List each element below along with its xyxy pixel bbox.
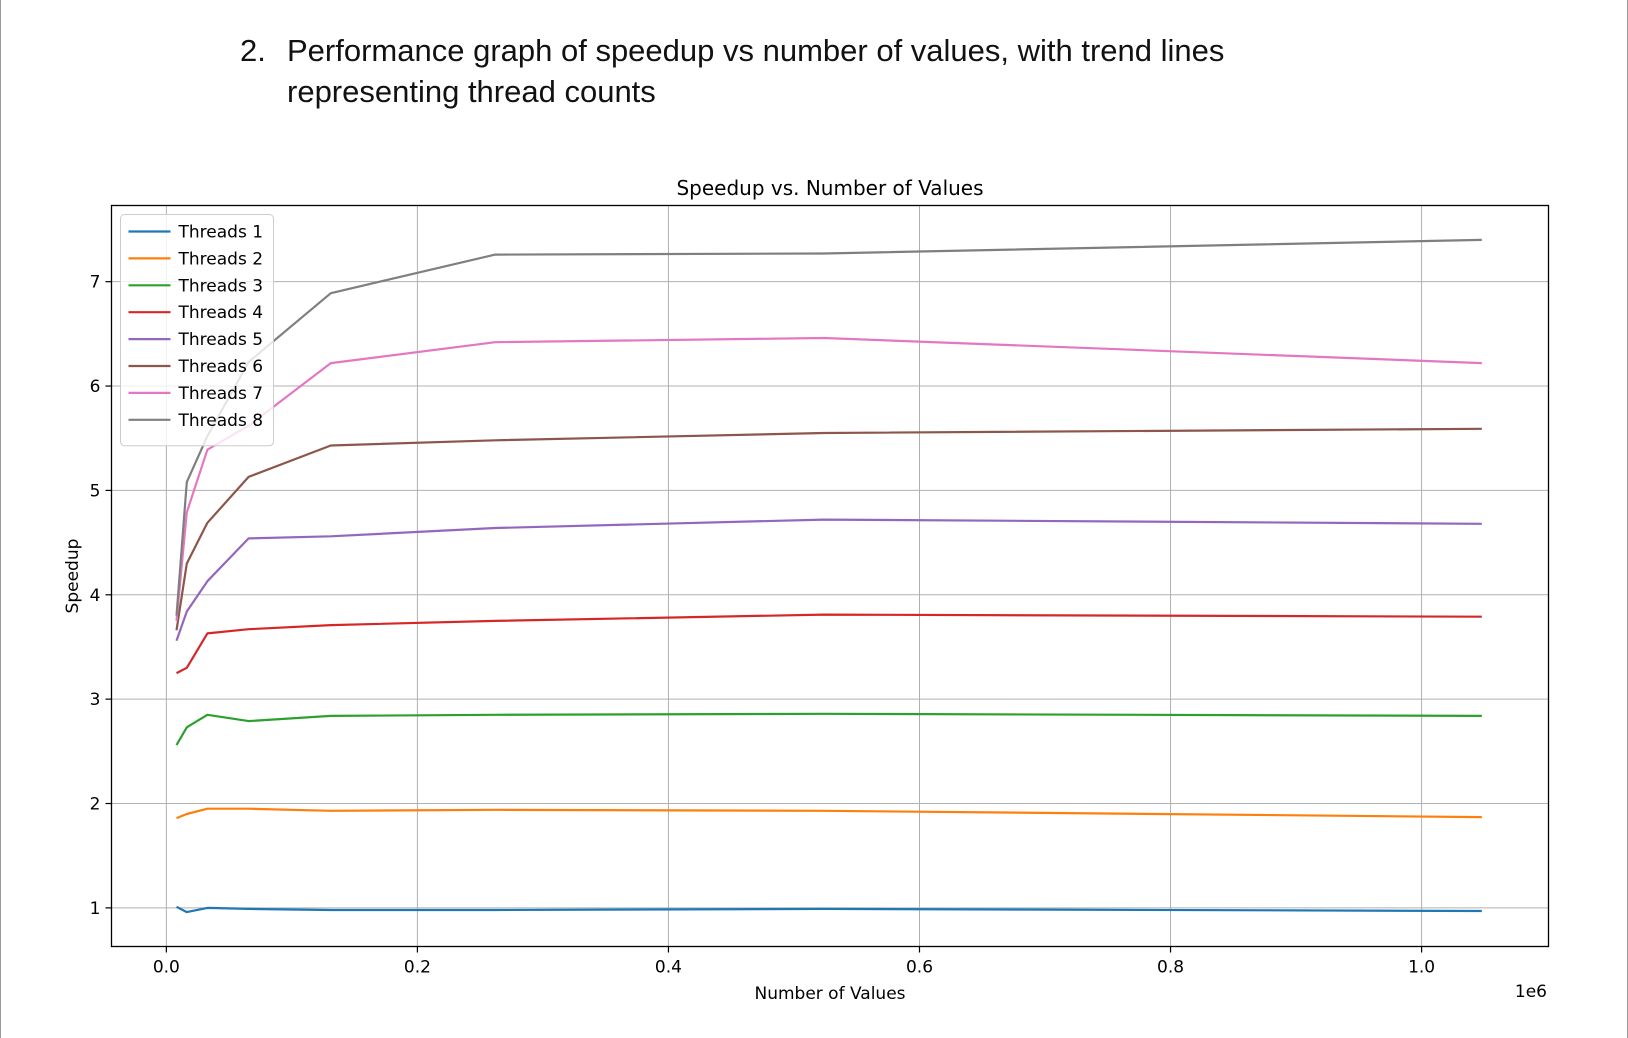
- legend-box: [120, 214, 274, 447]
- series-line-threads-6: [175, 427, 1482, 631]
- series-line-threads-3: [175, 712, 1482, 746]
- heading-line-2: representing thread counts: [287, 74, 656, 109]
- series-lines: [175, 238, 1482, 914]
- series-line-threads-4: [175, 613, 1482, 675]
- legend-label: Threads 1: [178, 223, 264, 243]
- legend-label: Threads 2: [178, 249, 264, 269]
- legend: Threads 1 Threads 2 Threads 3 Threads 4 Thre…: [120, 214, 274, 447]
- x-axis-offset-text: 1e6: [1515, 982, 1547, 1002]
- y-axis-label: Speedup: [63, 539, 83, 614]
- grid-lines: [111, 205, 1549, 947]
- chart-title: Speedup vs. Number of Values: [676, 176, 983, 200]
- y-tick-label: 7: [90, 273, 101, 293]
- legend-label: Threads 3: [178, 276, 264, 296]
- series-line-threads-7: [175, 336, 1482, 622]
- legend-label: Threads 8: [178, 411, 264, 431]
- y-tick-label: 5: [90, 481, 101, 501]
- y-tick-label: 1: [90, 899, 101, 919]
- page-edge-left: [0, 0, 1, 1038]
- y-tick-label: 6: [90, 377, 101, 397]
- y-tick-label: 3: [90, 690, 101, 710]
- heading-text: Performance graph of speedup vs number o…: [287, 30, 1327, 112]
- legend-label: Threads 6: [178, 357, 264, 377]
- series-line-threads-2: [176, 807, 1482, 820]
- series-line-threads-1: [175, 905, 1482, 914]
- x-tick-label: 0.4: [655, 958, 682, 978]
- x-tick-label: 0.6: [906, 958, 933, 978]
- series-line-threads-8: [175, 238, 1482, 616]
- axis-ticks: 0.0 0.2 0.4 0.6 0.8 1.0 1 2 3 4 5 6 7: [90, 273, 1435, 978]
- x-axis-label: Number of Values: [754, 984, 905, 1004]
- legend-label: Threads 5: [178, 330, 264, 350]
- x-tick-label: 0.0: [153, 958, 180, 978]
- heading-number: 2.: [240, 33, 266, 68]
- legend-label: Threads 4: [178, 303, 264, 323]
- y-tick-label: 2: [90, 795, 101, 815]
- x-tick-label: 0.8: [1157, 958, 1184, 978]
- series-line-threads-5: [175, 518, 1482, 642]
- x-tick-label: 0.2: [404, 958, 431, 978]
- x-tick-label: 1.0: [1408, 958, 1435, 978]
- heading-line-1: Performance graph of speedup vs number o…: [287, 33, 1225, 68]
- legend-label: Threads 7: [178, 384, 264, 404]
- plot-frame: [110, 204, 1550, 948]
- y-tick-label: 4: [90, 586, 101, 606]
